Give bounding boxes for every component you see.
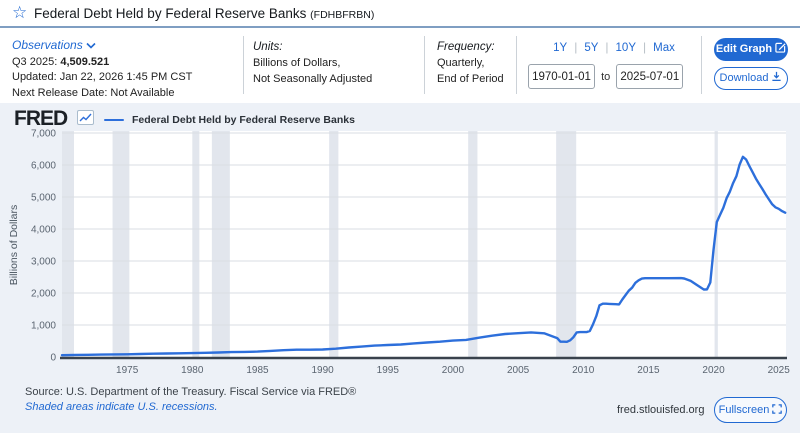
source-block: Source: U.S. Department of the Treasury.… (25, 385, 356, 415)
source-line: Source: U.S. Department of the Treasury.… (25, 386, 357, 398)
fred-logo-chart-icon (77, 110, 94, 125)
observations-section: Observations Q3 2025: 4,509.521 Updated:… (12, 38, 192, 101)
fullscreen-button[interactable]: Fullscreen (714, 397, 787, 423)
recession-band (714, 131, 718, 357)
preset-separator: | (574, 40, 578, 54)
frequency-label: Frequency: (437, 41, 495, 53)
frequency-section: Frequency: Quarterly, End of Period (437, 39, 504, 87)
range-preset-5y[interactable]: 5Y (584, 42, 599, 54)
recession-band (556, 131, 577, 357)
range-preset-10y[interactable]: 10Y (615, 42, 636, 54)
end-date-input[interactable] (616, 64, 684, 89)
preset-separator: | (643, 40, 647, 54)
units-label: Units: (253, 41, 283, 53)
chevron-down-icon (86, 38, 96, 54)
y-tick-label: 4,000 (31, 225, 56, 236)
action-buttons: Edit Graph Download (714, 38, 788, 90)
y-tick-label: 7,000 (31, 129, 56, 140)
recession-band (112, 131, 130, 357)
site-url: fred.stlouisfed.org (617, 404, 705, 416)
divider (516, 36, 517, 94)
date-range-section: 1Y | 5Y | 10Y | Max to (528, 38, 700, 89)
range-preset-1y[interactable]: 1Y (553, 42, 568, 54)
observations-dropdown[interactable]: Observations (12, 38, 96, 52)
fred-logo: FRED (14, 107, 68, 130)
series-info-bar: Observations Q3 2025: 4,509.521 Updated:… (0, 30, 800, 103)
frequency-line1: Quarterly, (437, 57, 485, 69)
series-title: Federal Debt Held by Federal Reserve Ban… (34, 6, 307, 21)
download-button[interactable]: Download (714, 67, 788, 90)
y-tick-label: 6,000 (31, 161, 56, 172)
to-label: to (601, 70, 611, 83)
updated-date: Updated: Jan 22, 2026 1:45 PM CST (12, 71, 193, 83)
plot-background (62, 131, 786, 357)
recession-band (192, 131, 200, 357)
series-id: (FDHBFRBN) (310, 9, 375, 21)
legend-line-swatch (104, 118, 124, 121)
page-title: Federal Debt Held by Federal Reserve Ban… (34, 6, 374, 21)
favorite-star-icon[interactable]: ☆ (12, 3, 28, 22)
x-tick-label: 2010 (572, 365, 595, 376)
y-tick-label: 3,000 (31, 257, 56, 268)
next-release: Next Release Date: Not Available (12, 86, 175, 99)
x-tick-label: 1990 (311, 365, 334, 376)
date-inputs: to (528, 64, 700, 89)
start-date-input[interactable] (528, 64, 595, 89)
recession-band (211, 131, 230, 357)
latest-observation: Q3 2025: 4,509.521 (12, 55, 110, 68)
units-line1: Billions of Dollars, (253, 57, 341, 69)
latest-value: 4,509.521 (60, 55, 110, 68)
x-tick-label: 2015 (637, 365, 660, 376)
series-line (60, 155, 787, 357)
x-tick-label: 1995 (377, 365, 400, 376)
legend-label: Federal Debt Held by Federal Reserve Ban… (132, 114, 355, 126)
recession-band (468, 131, 478, 357)
frequency-line2: End of Period (437, 73, 504, 85)
x-tick-label: 2000 (442, 365, 465, 376)
x-tick-label: 2005 (507, 365, 530, 376)
y-tick-label: 1,000 (31, 321, 56, 332)
recession-band (329, 131, 339, 357)
x-tick-label: 1980 (181, 365, 204, 376)
edit-graph-button[interactable]: Edit Graph (714, 38, 788, 61)
divider (243, 36, 244, 94)
y-tick-label: 2,000 (31, 289, 56, 300)
recession-band (62, 131, 74, 357)
x-tick-label: 1985 (246, 365, 269, 376)
range-preset-max[interactable]: Max (653, 42, 675, 54)
download-icon (771, 69, 782, 90)
x-tick-label: 2020 (702, 365, 725, 376)
chart-section: FRED Federal Debt Held by Federal Reserv… (0, 103, 800, 433)
fullscreen-icon (772, 403, 783, 417)
range-presets: 1Y | 5Y | 10Y | Max (528, 40, 700, 54)
x-tick-label: 2025 (768, 365, 791, 376)
x-tick-label: 1975 (116, 365, 139, 376)
y-tick-label: 0 (50, 353, 56, 364)
preset-separator: | (605, 40, 609, 54)
page-header: ☆ Federal Debt Held by Federal Reserve B… (0, 0, 800, 28)
y-axis-label: Billions of Dollars (8, 205, 20, 286)
chart-plot: 0 1,000 2,000 3,000 4,000 5,000 6,000 7,000 1975… (8, 129, 791, 377)
units-section: Units: Billions of Dollars, Not Seasonal… (253, 39, 372, 87)
y-tick-label: 5,000 (31, 193, 56, 204)
units-line2: Not Seasonally Adjusted (253, 73, 373, 85)
divider (701, 36, 702, 94)
edit-pencil-icon (775, 40, 786, 61)
recessions-note-link[interactable]: Shaded areas indicate U.S. recessions. (25, 401, 218, 413)
divider (424, 36, 425, 94)
